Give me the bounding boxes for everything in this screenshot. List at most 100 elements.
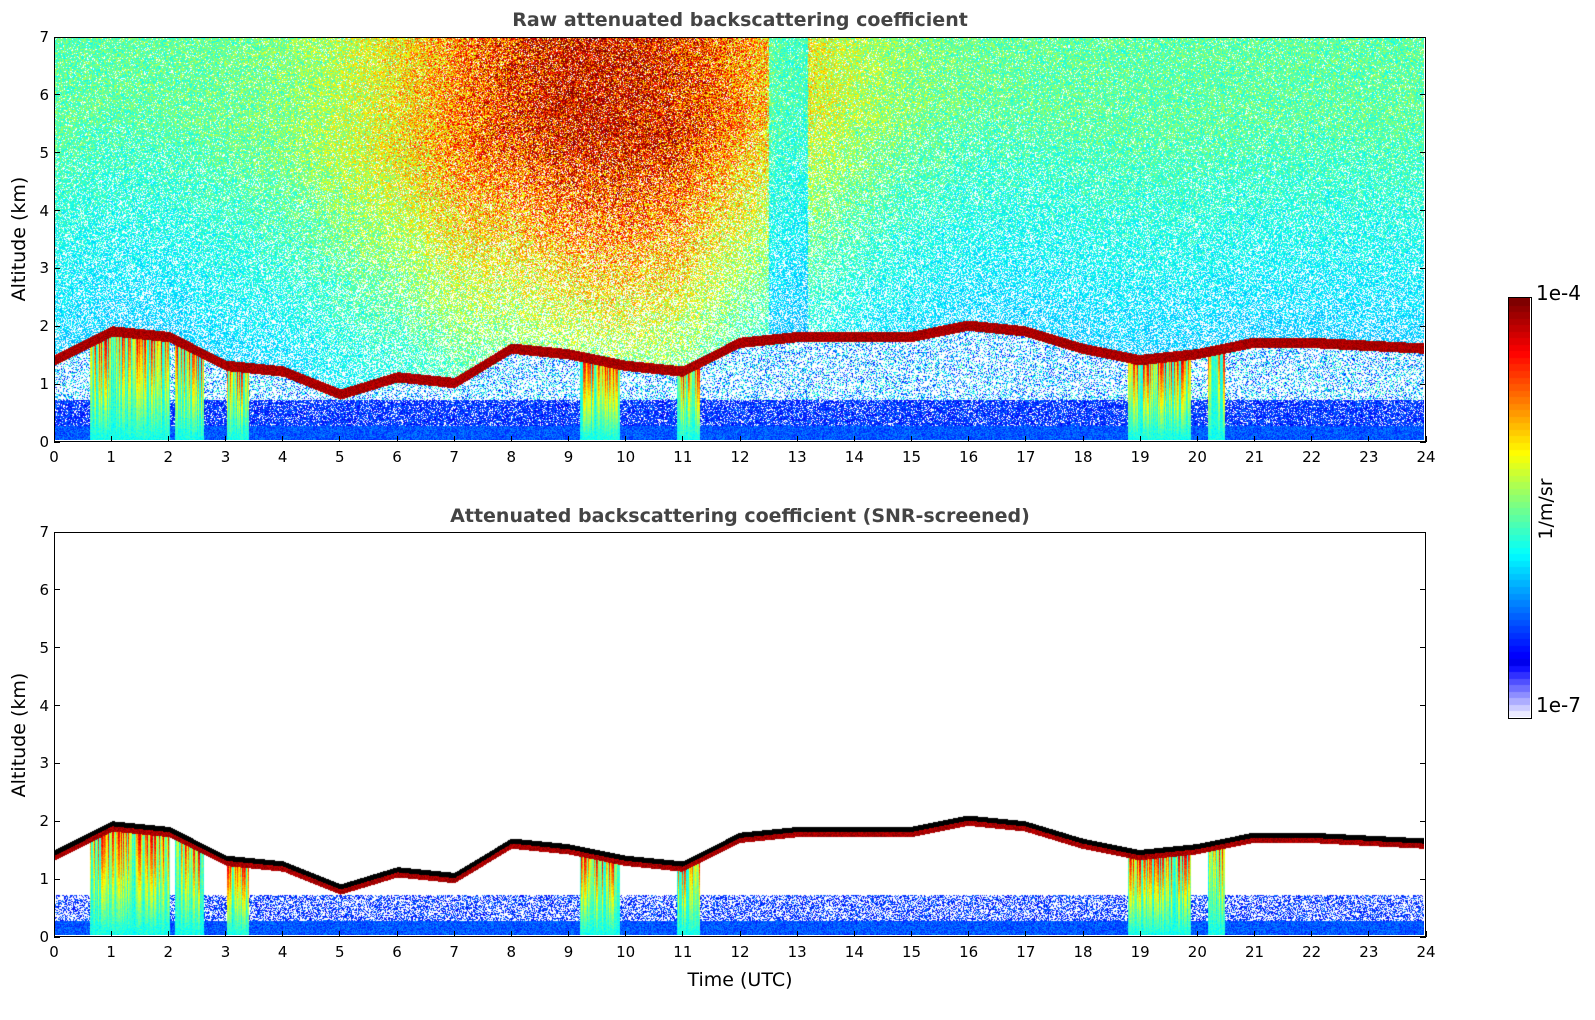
x-tick-mark [510,436,512,442]
x-tick-label: 0 [49,943,59,961]
top-plot-title: Raw attenuated backscattering coefficien… [512,9,968,31]
y-tick-mark [1420,820,1426,822]
x-tick-label: 9 [563,943,574,961]
x-tick-label: 21 [1244,448,1265,466]
y-tick-mark [1420,36,1426,38]
y-tick-mark [1420,705,1426,707]
x-tick-mark [968,436,970,442]
y-tick-label: 2 [39,812,49,831]
x-tick-mark [225,931,226,937]
x-tick-mark [1025,931,1027,937]
x-tick-mark [911,931,912,937]
colorbar-min-label: 1e-7 [1536,693,1581,717]
y-tick-label: 5 [39,143,49,162]
y-tick-mark [54,705,60,707]
colorbar-max-label: 1e-4 [1536,281,1581,305]
x-tick-mark [167,931,169,937]
x-tick-label: 18 [1073,448,1093,466]
x-tick-mark [339,931,341,937]
y-tick-mark [54,647,60,649]
y-tick-label: 1 [39,870,49,889]
x-tick-mark [625,436,627,442]
x-tick-label: 1 [106,448,116,466]
x-tick-label: 19 [1130,448,1150,466]
x-tick-mark [796,931,798,937]
x-tick-mark [225,436,226,442]
colorbar-gradient [1509,298,1530,717]
x-tick-label: 0 [49,448,59,466]
x-tick-label: 23 [1359,943,1379,961]
y-tick-label: 3 [39,259,49,278]
y-tick-mark [54,152,60,154]
y-tick-mark [1420,210,1426,212]
x-tick-label: 4 [277,448,288,466]
x-tick-mark [568,436,569,442]
x-tick-label: 11 [673,943,693,961]
x-tick-mark [1025,436,1027,442]
y-tick-mark [1420,589,1426,591]
y-tick-mark [54,325,60,327]
y-tick-label: 2 [39,317,49,336]
x-tick-label: 22 [1302,943,1322,961]
x-tick-label: 17 [1016,448,1036,466]
x-tick-label: 13 [787,943,807,961]
x-tick-mark [1082,931,1084,937]
x-tick-mark [739,436,741,442]
y-tick-label: 6 [39,580,49,599]
y-tick-label: 4 [39,696,49,715]
x-tick-label: 7 [449,943,459,961]
x-tick-label: 5 [335,943,345,961]
x-tick-mark [282,931,284,937]
x-tick-label: 18 [1073,943,1093,961]
x-tick-label: 8 [506,448,517,466]
x-tick-label: 3 [220,448,231,466]
x-tick-label: 16 [959,448,979,466]
x-tick-mark [453,436,455,442]
x-tick-label: 9 [563,448,574,466]
x-tick-mark [53,436,55,442]
x-tick-mark [853,436,855,442]
y-tick-mark [54,936,60,938]
x-tick-mark [1139,436,1141,442]
y-tick-mark [1420,152,1426,154]
x-tick-mark [1311,931,1313,937]
x-tick-mark [339,436,341,442]
x-tick-mark [110,931,112,937]
x-tick-label: 15 [901,448,922,466]
x-tick-label: 2 [163,448,174,466]
bottom-plot-area [54,532,1426,937]
y-tick-mark [54,383,60,385]
x-tick-mark [682,436,684,442]
bottom-x-axis-label: Time (UTC) [687,969,793,991]
x-tick-label: 21 [1244,943,1265,961]
y-tick-mark [54,36,60,38]
y-tick-label: 7 [39,28,49,46]
y-tick-mark [1420,936,1426,938]
x-tick-label: 2 [163,943,174,961]
x-tick-label: 24 [1416,943,1436,961]
y-tick-mark [1420,647,1426,649]
y-tick-label: 5 [39,638,49,657]
x-tick-mark [1368,931,1370,937]
y-tick-label: 0 [39,433,49,451]
y-tick-mark [54,762,60,764]
x-tick-label: 12 [730,448,750,466]
x-tick-label: 7 [449,448,459,466]
y-tick-mark [1420,325,1426,327]
y-tick-label: 0 [39,928,49,946]
x-tick-label: 4 [277,943,288,961]
x-tick-mark [1311,436,1313,442]
x-tick-label: 10 [616,448,636,466]
y-tick-mark [54,441,60,443]
x-tick-label: 17 [1016,943,1036,961]
y-tick-mark [1420,531,1426,533]
x-tick-mark [1254,436,1255,442]
x-tick-label: 23 [1359,448,1379,466]
x-tick-mark [1196,436,1198,442]
y-tick-mark [1420,878,1426,880]
x-tick-label: 6 [392,943,402,961]
y-tick-mark [54,531,60,533]
y-tick-mark [54,589,60,591]
x-tick-mark [167,436,169,442]
